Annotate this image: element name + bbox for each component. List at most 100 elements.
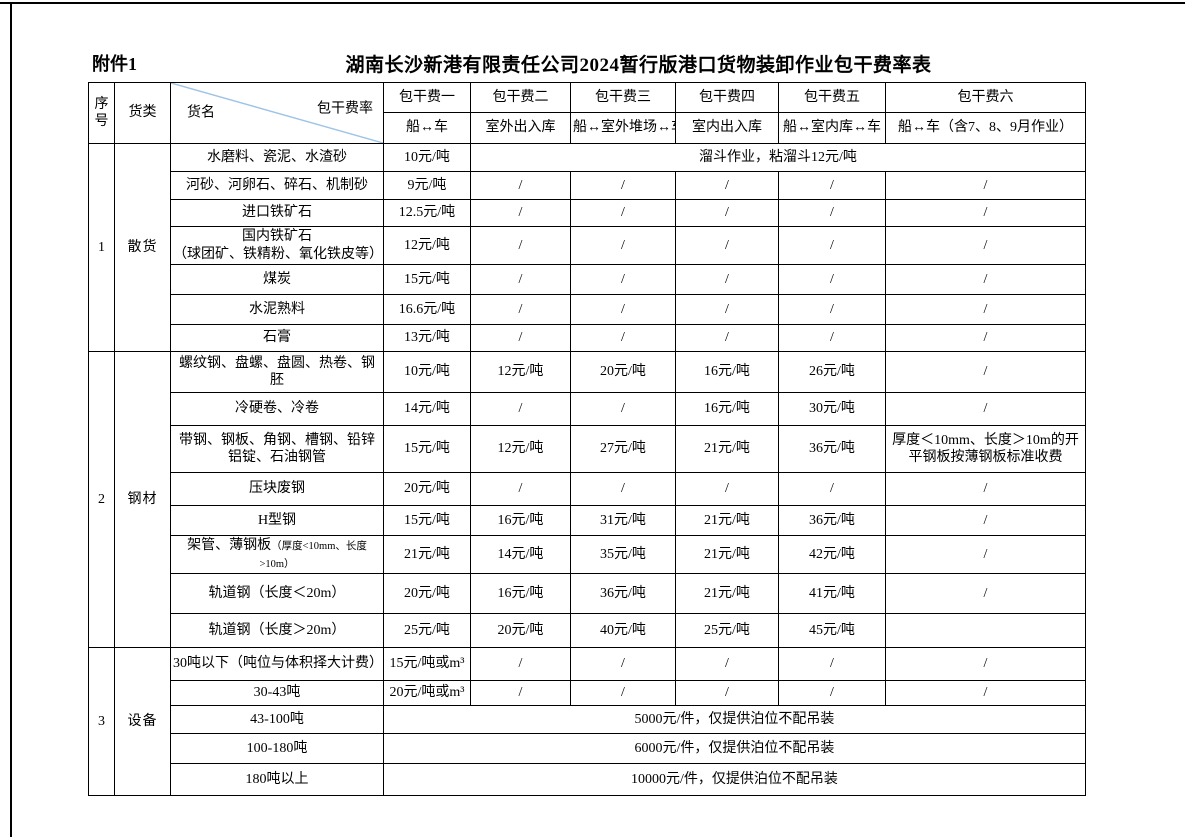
cell-fee-3: 36元/吨 xyxy=(570,573,676,614)
cell-fee-4: 21元/吨 xyxy=(675,505,779,536)
table-row: 2 钢材 螺纹钢、盘螺、盘圆、热卷、钢胚 10元/吨 12元/吨 20元/吨 1… xyxy=(88,351,1086,648)
cell-fee-6: / xyxy=(885,294,1086,325)
table-row: 180吨以上 10000元/件，仅提供泊位不配吊装 xyxy=(89,763,1086,796)
table-row: 压块废钢 20元/吨 / / / / / xyxy=(89,472,1086,506)
table-row: 河砂、河卵石、碎石、机制砂 9元/吨 / / / / / xyxy=(89,171,1086,200)
cell-fee-6: 厚度＜10mm、长度＞10m的开平钢板按薄钢板标准收费 xyxy=(885,425,1086,473)
cell-fee-5: 45元/吨 xyxy=(778,613,886,648)
cell-cargo-name: 水泥熟料 xyxy=(170,294,384,325)
cell-fee-1: 20元/吨或m³ xyxy=(383,680,471,706)
section-cargo-type: 散货 xyxy=(114,143,171,352)
cell-fee-3: 35元/吨 xyxy=(570,535,676,574)
cell-fee-2: 20元/吨 xyxy=(470,613,571,648)
cell-cargo-name: 水磨料、瓷泥、水渣砂 xyxy=(170,143,384,172)
header-fee-2: 包干费二 xyxy=(470,82,571,113)
cell-fee-5: / xyxy=(778,226,886,265)
cell-cargo-name: 带钢、钢板、角钢、槽钢、铅锌铝锭、石油钢管 xyxy=(170,425,384,473)
cell-cargo-name: H型钢 xyxy=(170,505,384,536)
header-cargo-name: 货名 xyxy=(187,105,215,121)
diagonal-line xyxy=(171,83,383,143)
cell-cargo-name: 架管、薄钢板（厚度<10mm、长度>10m） xyxy=(170,535,384,574)
cell-fee-3: / xyxy=(570,324,676,352)
cell-fee-4: / xyxy=(675,264,779,295)
cell-fee-2: / xyxy=(470,680,571,706)
cell-fee-5: 41元/吨 xyxy=(778,573,886,614)
header-fee-4-sub: 室内出入库 xyxy=(675,112,779,144)
cell-fee-6: / xyxy=(885,392,1086,426)
cell-fee-2: / xyxy=(470,324,571,352)
table-row: H型钢 15元/吨 16元/吨 31元/吨 21元/吨 36元/吨 / xyxy=(89,505,1086,536)
cell-fee-4: / xyxy=(675,680,779,706)
cell-cargo-name: 30-43吨 xyxy=(170,680,384,706)
cell-fee-5: 42元/吨 xyxy=(778,535,886,574)
cell-fee-6: / xyxy=(885,535,1086,574)
cell-cargo-name: 180吨以上 xyxy=(170,763,384,796)
cell-fee-1: 15元/吨 xyxy=(383,505,471,536)
cell-fee-1: 25元/吨 xyxy=(383,613,471,648)
cell-fee-5: / xyxy=(778,294,886,325)
cell-fee-1: 20元/吨 xyxy=(383,472,471,506)
table-header-row-2: 船↔车 室外出入库 船↔室外堆场↔车 室内出入库 船↔室内库↔车 船↔车（含7、… xyxy=(89,112,1086,144)
cell-fee-6: / xyxy=(885,226,1086,265)
header-fee-5-sub: 船↔室内库↔车 xyxy=(778,112,886,144)
table-row: 架管、薄钢板（厚度<10mm、长度>10m） 21元/吨 14元/吨 35元/吨… xyxy=(89,535,1086,574)
cell-cargo-name: 压块废钢 xyxy=(170,472,384,506)
cell-fee-4: 21元/吨 xyxy=(675,535,779,574)
cell-fee-1: 12元/吨 xyxy=(383,226,471,265)
cell-cargo-name: 国内铁矿石 （球团矿、铁精粉、氧化铁皮等） xyxy=(170,226,384,265)
attachment-label: 附件1 xyxy=(92,54,137,74)
cell-fee-2: / xyxy=(470,472,571,506)
cell-fee-2: / xyxy=(470,199,571,227)
cell-fee-2: 12元/吨 xyxy=(470,351,571,393)
cell-fee-1: 15元/吨 xyxy=(383,264,471,295)
cell-fee-3: / xyxy=(570,647,676,681)
header-fee-5: 包干费五 xyxy=(778,82,886,113)
cell-fee-1: 10元/吨 xyxy=(383,143,471,172)
cell-fee-4: / xyxy=(675,226,779,265)
cell-fee-4: 21元/吨 xyxy=(675,573,779,614)
cell-fee-1: 10元/吨 xyxy=(383,351,471,393)
cell-fee-5: / xyxy=(778,680,886,706)
cell-fee-3: / xyxy=(570,472,676,506)
cell-fee-6: / xyxy=(885,472,1086,506)
cell-fee-3: / xyxy=(570,680,676,706)
section-no: 3 xyxy=(88,647,115,796)
cell-fee-2: / xyxy=(470,392,571,426)
cell-fee-4: / xyxy=(675,294,779,325)
cell-fee-2: 16元/吨 xyxy=(470,505,571,536)
cell-fee-4: 21元/吨 xyxy=(675,425,779,473)
header-seq-no: 序号 xyxy=(88,82,115,144)
cell-fee-6: / xyxy=(885,505,1086,536)
cell-cargo-name: 石膏 xyxy=(170,324,384,352)
cell-fee-6: / xyxy=(885,324,1086,352)
rate-table: 序号 货类 货名 包干费率 包干费一 包干费二 包干费三 包干费四 包干费五 包… xyxy=(88,82,1086,796)
cell-fee-merged: 10000元/件，仅提供泊位不配吊装 xyxy=(383,763,1086,796)
cell-fee-4: / xyxy=(675,171,779,200)
cell-fee-1: 15元/吨 xyxy=(383,425,471,473)
table-row: 轨道钢（长度＞20m） 25元/吨 20元/吨 40元/吨 25元/吨 45元/… xyxy=(89,613,1086,648)
cell-cargo-name: 螺纹钢、盘螺、盘圆、热卷、钢胚 xyxy=(170,351,384,393)
table-row: 轨道钢（长度＜20m） 20元/吨 16元/吨 36元/吨 21元/吨 41元/… xyxy=(89,573,1086,614)
cell-fee-3: / xyxy=(570,294,676,325)
section-no: 1 xyxy=(88,143,115,352)
cell-fee-6: / xyxy=(885,264,1086,295)
cell-cargo-name: 河砂、河卵石、碎石、机制砂 xyxy=(170,171,384,200)
header-diagonal-cell: 货名 包干费率 xyxy=(170,82,384,144)
cell-fee-4: / xyxy=(675,647,779,681)
section-cargo-type: 钢材 xyxy=(114,351,171,648)
header-fee-2-sub: 室外出入库 xyxy=(470,112,571,144)
header-fee-3-sub: 船↔室外堆场↔车 xyxy=(570,112,676,144)
header-cargo-type: 货类 xyxy=(114,82,171,144)
cell-fee-2: 14元/吨 xyxy=(470,535,571,574)
table-row: 1 散货 水磨料、瓷泥、水渣砂 10元/吨 溜斗作业，粘溜斗12元/吨 xyxy=(88,143,1086,352)
cargo-name-text: 架管、薄钢板 xyxy=(187,538,272,553)
cell-fee-4: / xyxy=(675,472,779,506)
table-row: 带钢、钢板、角钢、槽钢、铅锌铝锭、石油钢管 15元/吨 12元/吨 27元/吨 … xyxy=(89,425,1086,473)
cell-cargo-name: 30吨以下（吨位与体积择大计费） xyxy=(170,647,384,681)
cell-fee-5: / xyxy=(778,647,886,681)
cell-fee-3: / xyxy=(570,226,676,265)
cell-fee-6: / xyxy=(885,199,1086,227)
cell-fee-4: 16元/吨 xyxy=(675,351,779,393)
section-no: 2 xyxy=(88,351,115,648)
table-row: 30-43吨 20元/吨或m³ / / / / / xyxy=(89,680,1086,706)
